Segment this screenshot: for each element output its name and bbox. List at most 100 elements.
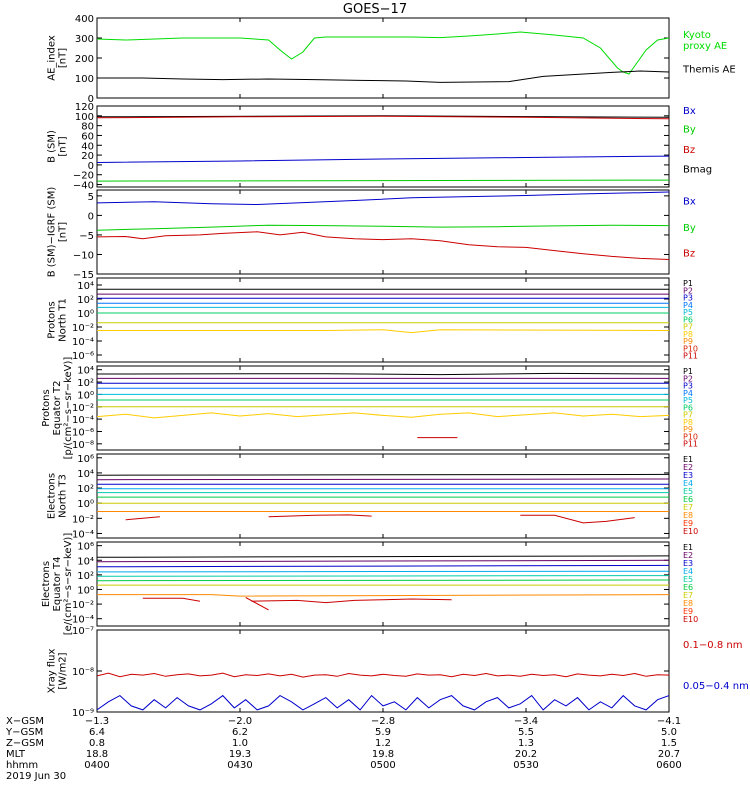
- legend-entry: E10: [683, 527, 698, 536]
- legend-entry: E4: [683, 567, 693, 576]
- legend-entry: E8: [683, 599, 693, 608]
- x-axis-value: 0400: [84, 760, 109, 771]
- y-tick-label: 10⁻⁴: [72, 529, 94, 540]
- series-line-e1: [97, 473, 669, 476]
- y-tick-label: 10⁻⁸: [72, 440, 94, 451]
- legend-entry: E6: [683, 495, 693, 504]
- y-tick-label: 100: [75, 74, 94, 85]
- y-axis-label: AE_index: [47, 35, 58, 81]
- page-title: GOES−17: [343, 2, 407, 17]
- y-axis-label: Xray flux: [47, 649, 58, 694]
- y-tick-label: 60: [81, 131, 94, 142]
- y-tick-label: 10⁻⁴: [72, 615, 94, 626]
- y-axis-label: Protons: [41, 389, 52, 426]
- series-line-by: [97, 179, 669, 182]
- legend-entry: E7: [683, 503, 693, 512]
- x-axis-value: 0.8: [89, 738, 105, 749]
- y-tick-label: 10⁶: [77, 454, 94, 465]
- y-tick-label: 10⁰: [77, 499, 94, 510]
- x-axis-value: 5.9: [375, 727, 391, 738]
- y-tick-label: 400: [75, 14, 94, 25]
- series-line-e9a: [142, 597, 201, 602]
- legend-entry: P3: [683, 382, 693, 391]
- x-axis-value: 5.5: [518, 727, 534, 738]
- panel-4: 10⁴ 10² 10⁰ 10⁻² 10⁻⁴ 10⁻⁶ Protons North T1 P1P2…: [47, 277, 698, 363]
- x-axis-value: 1.5: [661, 738, 677, 749]
- legend-entry: P11: [683, 352, 698, 361]
- x-axis-value: 0430: [227, 760, 252, 771]
- y-axis-label: [e/(cm²−s−sr−keV)]: [63, 533, 74, 636]
- y-tick-label: 10⁴: [77, 469, 94, 480]
- series-group: [97, 555, 669, 611]
- x-axis-row-label: Z−GSM: [6, 738, 44, 749]
- series-line-e2: [97, 559, 669, 563]
- series-group: [97, 473, 669, 524]
- legend-entry: 0.05−0.4 nm: [683, 681, 749, 692]
- series-line-e2: [97, 478, 669, 481]
- y-tick-label: 10⁰: [77, 309, 94, 320]
- panel-frame: [96, 629, 670, 713]
- y-tick-label: 0: [88, 94, 94, 105]
- series-group: [97, 191, 669, 260]
- y-tick-label: 10²: [77, 378, 94, 389]
- series-group: [97, 372, 669, 439]
- series-line-p8: [97, 412, 669, 419]
- y-tick-label: 10⁻²: [72, 514, 94, 525]
- legend-entry: P6: [683, 403, 693, 412]
- legend-entry: E9: [683, 519, 693, 528]
- legend-entry: P8: [683, 330, 693, 339]
- y-tick-label: 10⁶: [77, 542, 94, 553]
- series-line-p8: [97, 329, 669, 334]
- series-group: [97, 288, 669, 334]
- legend-entry: proxy AE: [683, 41, 727, 52]
- series-line-0-05-0-4-nm: [97, 694, 669, 711]
- x-axis-row-label: Y−GSM: [5, 727, 43, 738]
- y-tick-label: −15: [73, 270, 94, 281]
- y-tick-label: 10⁻⁴: [72, 415, 94, 426]
- y-axis-label: Electrons: [41, 561, 52, 607]
- series-line-bx: [97, 191, 669, 206]
- legend-entry: By: [683, 223, 696, 234]
- legend-entry: E4: [683, 479, 693, 488]
- legend-entry: P4: [683, 389, 693, 398]
- legend-entry: E7: [683, 591, 693, 600]
- legend-entry: P5: [683, 396, 693, 405]
- legend-entry: P5: [683, 308, 693, 317]
- x-axis-row-label: 2019 Jun 30: [6, 771, 66, 782]
- series-line-e1: [97, 555, 669, 558]
- panel-frame: [96, 541, 670, 627]
- series-line-bx: [97, 155, 669, 163]
- y-axis-label: Protons: [47, 301, 58, 338]
- x-axis-value: 1.2: [375, 738, 391, 749]
- y-tick-label: 100: [75, 112, 94, 123]
- y-axis-label: Equator T2: [52, 381, 63, 436]
- legend-entry: P8: [683, 418, 693, 427]
- series-line-e4: [97, 570, 669, 573]
- y-tick-label: 10⁴: [77, 366, 94, 377]
- x-axis-value: 1.3: [518, 738, 534, 749]
- y-axis-label: [p/(cm²−s−sr−keV)]: [63, 357, 74, 460]
- x-axis-value: −2.8: [371, 716, 395, 727]
- y-tick-label: −10: [73, 250, 94, 261]
- series-line-e9c: [520, 514, 635, 524]
- series-line-e9a: [125, 516, 160, 521]
- series-line-p1: [97, 372, 669, 376]
- y-tick-label: 0: [88, 161, 94, 172]
- y-tick-label: 10⁴: [77, 281, 94, 292]
- legend-entry: Bz: [683, 248, 695, 259]
- series-line-e6: [97, 579, 669, 582]
- x-axis-value: 20.2: [515, 749, 537, 760]
- legend-entry: E10: [683, 615, 698, 624]
- x-axis-value: −2.0: [228, 716, 252, 727]
- legend-entry: E5: [683, 575, 693, 584]
- legend-entry: E1: [683, 543, 693, 552]
- legend-entry: Themis AE: [682, 64, 736, 75]
- y-tick-label: 10⁻⁷: [72, 626, 94, 637]
- series-line-e9c: [251, 598, 452, 604]
- series-line-kyoto-proxy-ae: [97, 31, 669, 75]
- legend-entry: P10: [683, 432, 698, 441]
- y-tick-label: 10⁰: [77, 390, 94, 401]
